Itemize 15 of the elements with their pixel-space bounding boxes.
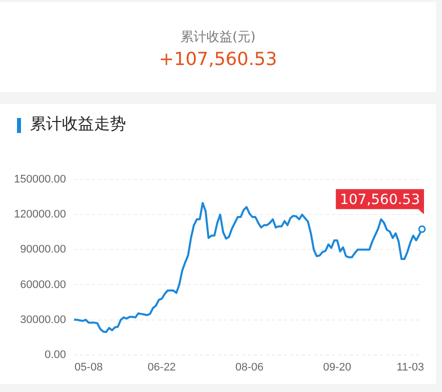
y-tick-label: 30000.00 xyxy=(20,314,66,326)
y-tick-label: 150000.00 xyxy=(14,174,66,186)
y-tick-label: 60000.00 xyxy=(20,278,66,291)
x-tick-label: 06-22 xyxy=(148,361,176,374)
text: +107,560.53 xyxy=(158,49,278,70)
y-tick-label: 120000.00 xyxy=(14,208,66,221)
x-tick-label: 05-08 xyxy=(74,361,103,374)
text: 累计收益(元) xyxy=(179,29,257,46)
annotation: 107,560.53 xyxy=(340,192,420,208)
x-tick-label: 08-06 xyxy=(235,361,264,374)
y-tick-label: 0.00 xyxy=(44,348,66,361)
x-tick-label: 09-20 xyxy=(323,361,352,374)
x-tick-label: 11-03 xyxy=(396,361,424,374)
chart-title: 累计收益走势 xyxy=(30,114,126,135)
y-tick-label: 90000.00 xyxy=(20,244,66,256)
